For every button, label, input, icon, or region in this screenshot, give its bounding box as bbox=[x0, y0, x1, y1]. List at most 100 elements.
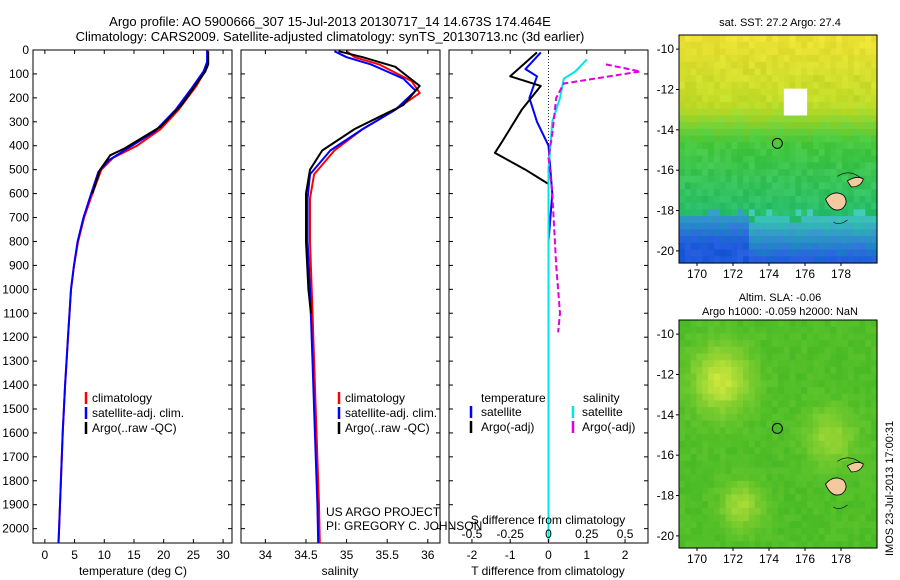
map-cell bbox=[719, 434, 727, 442]
map-cell bbox=[871, 447, 878, 455]
map-cell bbox=[725, 427, 733, 435]
map-cell bbox=[783, 182, 791, 190]
map-cell bbox=[842, 48, 849, 56]
map-cell bbox=[690, 521, 698, 529]
map-cell bbox=[702, 326, 709, 335]
map-cell bbox=[836, 61, 843, 70]
map-cell bbox=[684, 333, 692, 341]
map-cell bbox=[842, 507, 849, 516]
map-cell bbox=[748, 467, 756, 475]
map-cell bbox=[801, 256, 808, 264]
map-cell bbox=[853, 340, 861, 348]
map-cell bbox=[847, 346, 855, 355]
map-cell bbox=[725, 175, 733, 184]
map-cell bbox=[842, 521, 849, 529]
map-cell bbox=[772, 209, 779, 217]
map-cell bbox=[766, 447, 773, 455]
map-cell bbox=[859, 88, 866, 96]
map-cell bbox=[772, 393, 779, 402]
map-cell bbox=[807, 340, 814, 348]
map-cell bbox=[719, 340, 727, 348]
map-cell bbox=[836, 534, 843, 542]
map-cell bbox=[865, 480, 872, 489]
map-cell bbox=[743, 75, 750, 83]
map-cell bbox=[696, 115, 703, 123]
map-cell bbox=[702, 249, 709, 257]
map-cell bbox=[743, 88, 750, 96]
map-cell bbox=[871, 169, 878, 177]
map-cell bbox=[754, 440, 762, 449]
map-cell bbox=[824, 534, 832, 542]
series-satellite-adj-clim bbox=[57, 50, 209, 544]
map-cell bbox=[865, 256, 872, 264]
map-cell bbox=[690, 189, 698, 197]
map-cell bbox=[737, 142, 744, 150]
map-cell bbox=[847, 320, 855, 328]
map-cell bbox=[772, 427, 779, 435]
map-cell bbox=[871, 460, 878, 469]
map-cell bbox=[690, 81, 698, 90]
map-cell bbox=[801, 61, 808, 70]
map-cell bbox=[853, 162, 861, 170]
map-cell bbox=[737, 413, 744, 422]
map-cell bbox=[772, 68, 779, 76]
map-cell bbox=[754, 340, 762, 348]
map-cell bbox=[801, 102, 808, 110]
map-cell bbox=[754, 195, 762, 204]
difference-xlabel-salinity: S difference from climatology bbox=[471, 513, 626, 527]
map-cell bbox=[871, 360, 878, 368]
map-cell bbox=[853, 527, 861, 536]
map-cell bbox=[783, 467, 791, 475]
map-y-tick-label: -18 bbox=[657, 204, 675, 218]
map-cell bbox=[847, 440, 855, 449]
map-cell bbox=[679, 41, 686, 50]
map-cell bbox=[713, 122, 721, 130]
map-cell bbox=[766, 514, 773, 522]
map-x-tick-label: 172 bbox=[723, 267, 743, 281]
map-cell bbox=[842, 460, 849, 469]
map-cell bbox=[859, 182, 866, 190]
map-cell bbox=[842, 527, 849, 536]
map-cell bbox=[731, 447, 738, 455]
map-cell bbox=[760, 75, 767, 83]
map-cell bbox=[708, 320, 715, 328]
map-cell bbox=[871, 88, 878, 96]
map-cell bbox=[719, 135, 727, 143]
map-cell bbox=[731, 527, 738, 536]
map-cell bbox=[679, 128, 686, 137]
map-cell bbox=[830, 427, 837, 435]
x-tick-label-salinity: -0.5 bbox=[462, 527, 483, 541]
map-cell bbox=[836, 222, 843, 231]
map-cell bbox=[783, 360, 791, 368]
map-cell bbox=[795, 413, 802, 422]
map-cell bbox=[690, 460, 698, 469]
map-cell bbox=[772, 380, 779, 388]
map-cell bbox=[812, 413, 820, 422]
map-cell bbox=[789, 480, 797, 489]
map-cell bbox=[824, 326, 832, 335]
map-frame bbox=[678, 34, 878, 264]
map-cell bbox=[760, 434, 767, 442]
map-cell bbox=[713, 115, 721, 123]
map-cell bbox=[836, 340, 843, 348]
map-cell bbox=[807, 346, 814, 355]
map-cell bbox=[748, 102, 756, 110]
map-cell bbox=[754, 494, 762, 502]
map-cell bbox=[871, 373, 878, 381]
map-cell bbox=[830, 229, 837, 237]
map-cell bbox=[743, 360, 750, 368]
map-cell bbox=[772, 514, 779, 522]
map-cell bbox=[772, 222, 779, 231]
map-cell bbox=[801, 413, 808, 422]
map-cell bbox=[690, 501, 698, 509]
depth-tick-label: 1800 bbox=[2, 474, 29, 488]
map-cell bbox=[812, 440, 820, 449]
reef-outline bbox=[833, 457, 862, 509]
map-cell bbox=[702, 514, 709, 522]
map-cell bbox=[853, 440, 861, 449]
map-cell bbox=[783, 447, 791, 455]
map-cell bbox=[824, 514, 832, 522]
map-cell bbox=[795, 88, 802, 96]
map-cell bbox=[772, 413, 779, 422]
map-cell bbox=[789, 501, 797, 509]
